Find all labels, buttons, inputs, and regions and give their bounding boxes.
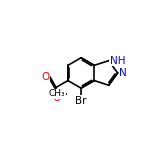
Text: Br: Br [75, 96, 87, 106]
Text: O: O [52, 93, 60, 103]
Text: O: O [41, 72, 49, 82]
Text: N: N [119, 68, 127, 78]
Text: NH: NH [110, 56, 126, 66]
Text: CH₃: CH₃ [49, 89, 66, 98]
